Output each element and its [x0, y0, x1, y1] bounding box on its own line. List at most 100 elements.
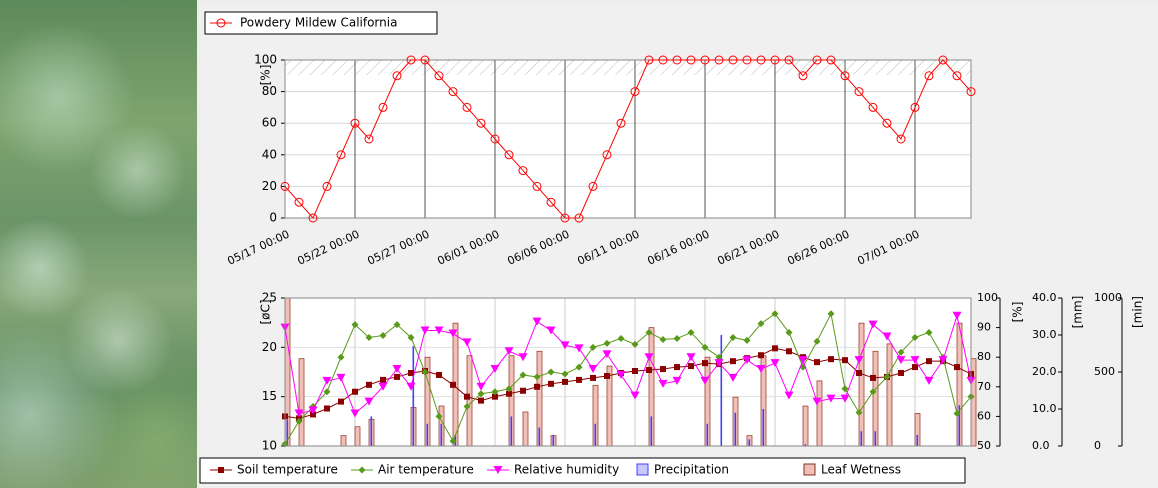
marker	[602, 150, 612, 160]
marker	[925, 329, 933, 337]
bar	[650, 416, 653, 446]
marker	[686, 55, 696, 65]
marker	[351, 321, 359, 329]
marker	[868, 102, 878, 112]
marker	[532, 181, 542, 191]
marker	[758, 352, 764, 359]
marker	[912, 364, 918, 371]
marker	[742, 356, 752, 365]
marker	[924, 376, 934, 385]
y-tick-label: 0.0	[1032, 439, 1050, 452]
marker	[295, 417, 303, 425]
marker	[448, 87, 458, 97]
bar	[466, 355, 473, 447]
marker	[896, 356, 906, 365]
marker	[449, 437, 457, 445]
bar	[874, 431, 877, 446]
marker	[378, 102, 388, 112]
marker	[826, 55, 836, 65]
marker	[910, 102, 920, 112]
marker	[952, 71, 962, 81]
marker	[938, 356, 948, 365]
legend-label: Soil temperature	[237, 463, 338, 477]
legend-marker	[803, 463, 816, 476]
marker	[588, 365, 598, 374]
marker	[772, 345, 778, 352]
legend	[204, 11, 438, 35]
bar	[440, 423, 443, 446]
marker	[688, 363, 694, 370]
bar	[958, 405, 961, 446]
bar	[816, 380, 823, 447]
marker	[701, 343, 709, 351]
marker	[674, 364, 680, 371]
marker	[534, 383, 540, 390]
marker	[784, 55, 794, 65]
marker	[378, 382, 388, 391]
marker	[421, 368, 429, 376]
marker	[560, 341, 570, 350]
marker	[478, 397, 484, 404]
marker	[868, 320, 878, 329]
marker	[576, 376, 582, 383]
marker	[338, 398, 344, 405]
bar	[298, 358, 305, 447]
marker	[380, 376, 386, 383]
marker	[730, 358, 736, 365]
y-tick-label: 40	[262, 147, 277, 161]
marker	[660, 366, 666, 373]
marker	[504, 150, 514, 160]
marker	[350, 118, 360, 128]
marker	[714, 55, 724, 65]
marker	[462, 102, 472, 112]
marker	[352, 388, 358, 395]
marker	[631, 340, 639, 348]
marker	[743, 336, 751, 344]
marker	[814, 359, 820, 366]
marker	[393, 321, 401, 329]
marker	[491, 388, 499, 396]
marker	[729, 333, 737, 341]
marker	[869, 388, 877, 396]
y-axis-label: [min]	[1131, 296, 1145, 328]
marker	[575, 363, 583, 371]
marker	[897, 348, 905, 356]
marker	[855, 408, 863, 416]
y-tick-label: 90	[977, 321, 991, 334]
bar	[804, 444, 807, 446]
marker	[645, 329, 653, 337]
marker	[434, 71, 444, 81]
marker	[364, 397, 374, 406]
bar	[720, 335, 723, 446]
legend-marker	[216, 18, 226, 28]
marker	[630, 87, 640, 97]
marker	[462, 338, 472, 347]
marker	[770, 55, 780, 65]
legend-label: Powdery Mildew California	[240, 16, 397, 30]
legend-label: Leaf Wetness	[821, 463, 901, 477]
y-axis-label: [øC]	[259, 299, 273, 324]
marker	[350, 409, 360, 418]
y-axis-label: [%]	[259, 65, 273, 86]
marker	[910, 356, 920, 365]
marker	[504, 347, 514, 356]
marker	[322, 181, 332, 191]
marker	[574, 213, 584, 223]
marker	[294, 197, 304, 207]
y-axis-label: [%]	[1011, 302, 1025, 323]
marker	[588, 181, 598, 191]
y-tick-label: 80	[977, 350, 991, 363]
bar	[886, 343, 893, 447]
marker	[715, 353, 723, 361]
bar	[370, 416, 373, 446]
marker	[770, 359, 780, 368]
marker	[476, 382, 486, 391]
marker	[658, 55, 668, 65]
marker	[812, 55, 822, 65]
marker	[406, 382, 416, 391]
marker	[659, 335, 667, 343]
line	[284, 313, 972, 415]
y-tick-label: 100	[977, 291, 998, 304]
marker	[966, 87, 976, 97]
